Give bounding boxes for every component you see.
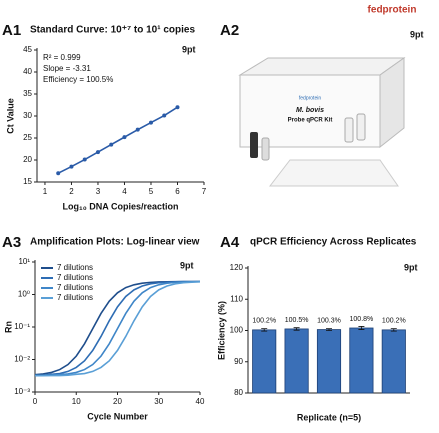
panel-label: A1 <box>2 22 21 39</box>
y-tick-label: 10⁰ <box>18 290 30 299</box>
box-side <box>379 57 405 149</box>
y-tick-label: 35 <box>23 89 32 98</box>
bar <box>284 328 309 394</box>
panel-note: 9pt <box>180 260 194 270</box>
product-photo: fedprotein M. bovis Probe qPCR Kit <box>238 57 406 187</box>
plate <box>268 159 399 187</box>
annotation: Slope = -3.31 <box>43 64 91 73</box>
line <box>35 280 201 377</box>
value-label: 100.5% <box>285 317 309 324</box>
x-tick-label: 0 <box>33 397 38 406</box>
tube <box>356 113 366 141</box>
y-tick-label: 110 <box>230 294 243 303</box>
y-axis-label: Efficiency (%) <box>216 301 226 360</box>
brand: fedprotein <box>368 5 417 16</box>
marker <box>82 157 87 162</box>
legend-label: 7 dilutions <box>57 293 93 302</box>
annotation: R² = 0.999 <box>43 53 81 62</box>
error-bar <box>293 327 300 331</box>
y-tick-label: 120 <box>230 263 244 272</box>
x-tick-label: 6 <box>175 187 180 196</box>
marker <box>56 171 61 176</box>
y-tick-label: 10⁻² <box>14 355 30 364</box>
x-tick-label: 7 <box>202 187 207 196</box>
marker <box>162 113 167 118</box>
bar <box>252 329 277 394</box>
tube <box>261 137 270 161</box>
value-label: 100.2% <box>382 318 406 325</box>
marker <box>109 142 114 147</box>
y-tick-label: 45 <box>23 45 32 54</box>
y-tick-label: 40 <box>23 67 32 76</box>
x-axis-label: Cycle Number <box>87 411 148 421</box>
x-tick-label: 10 <box>72 397 81 406</box>
marker <box>69 164 74 169</box>
legend-label: 7 dilutions <box>57 273 93 282</box>
x-tick-label: 5 <box>149 187 154 196</box>
chart-title: Amplification Plots: Log-linear view <box>30 237 200 248</box>
y-axis-label: Rn <box>3 321 13 333</box>
product-brand: fedprotein <box>299 95 321 101</box>
x-tick-label: 2 <box>69 187 74 196</box>
x-tick-label: 20 <box>113 397 122 406</box>
y-tick-label: 30 <box>23 111 32 120</box>
legend-label: 7 dilutions <box>57 283 93 292</box>
bar <box>316 329 342 394</box>
annotation: Efficiency = 100.5% <box>43 75 113 84</box>
marker <box>122 135 127 140</box>
chart-title: Standard Curve: 10⁺⁷ to 10¹ copies <box>30 25 195 36</box>
marker <box>148 120 153 125</box>
error-bar <box>326 328 332 331</box>
panel-note: 9pt <box>404 262 418 272</box>
y-tick-label: 25 <box>23 133 32 142</box>
product-kit: Probe qPCR Kit <box>288 118 333 124</box>
chart-title: qPCR Efficiency Across Replicates <box>250 237 417 248</box>
x-axis-label: Replicate (n=5) <box>297 412 361 422</box>
y-tick-label: 10⁻¹ <box>14 322 30 331</box>
product-name: M. bovis <box>296 107 324 114</box>
marker <box>95 150 100 155</box>
error-bar <box>390 328 397 332</box>
line <box>57 106 178 174</box>
y-axis-label: Ct Value <box>5 98 15 134</box>
legend-label: 7 dilutions <box>57 263 93 272</box>
x-tick-label: 1 <box>43 187 48 196</box>
panel-label: A2 <box>220 22 239 39</box>
y-tick-label: 10⁻³ <box>14 387 30 396</box>
panel-note: 9pt <box>182 44 196 54</box>
panel-label: A3 <box>2 234 21 251</box>
bar <box>349 327 374 394</box>
error-bar <box>261 328 268 332</box>
y-tick-label: 90 <box>234 357 243 366</box>
y-tick-label: 100 <box>230 326 244 335</box>
value-label: 100.8% <box>350 316 374 323</box>
bar <box>381 329 406 394</box>
x-tick-label: 30 <box>154 397 163 406</box>
box-lid <box>238 57 406 76</box>
x-tick-label: 40 <box>196 397 205 406</box>
value-label: 100.3% <box>317 317 341 324</box>
x-tick-label: 3 <box>96 187 101 196</box>
value-label: 100.2% <box>252 318 276 325</box>
x-axis-label: Log₁₀ DNA Copies/reaction <box>63 201 179 211</box>
marker <box>135 127 140 132</box>
line <box>35 281 201 377</box>
y-tick-label: 10¹ <box>18 257 30 266</box>
marker <box>175 105 180 110</box>
y-tick-label: 20 <box>23 155 32 164</box>
y-tick-label: 15 <box>23 177 32 186</box>
x-tick-label: 4 <box>122 187 127 196</box>
panel-label: A4 <box>220 234 240 251</box>
tube <box>250 132 258 158</box>
error-bar <box>358 326 365 330</box>
tube <box>344 117 354 143</box>
y-tick-label: 80 <box>234 388 243 397</box>
panel-note: 9pt <box>410 29 424 39</box>
